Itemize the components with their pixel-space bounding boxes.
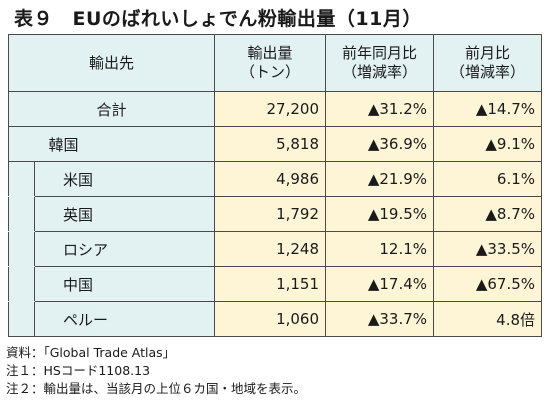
indent-cell: [8, 231, 35, 267]
cell-yoy: ▲33.7%: [325, 301, 435, 337]
cell-quantity: 1,792: [214, 196, 327, 232]
row-label: 英国: [33, 196, 216, 232]
cell-quantity: 1,060: [214, 301, 327, 337]
row-label: 米国: [33, 161, 216, 197]
header-mom: 前月比 （増減率）: [433, 34, 543, 92]
cell-quantity: 4,986: [214, 161, 327, 197]
row-label: ロシア: [33, 231, 216, 267]
cell-mom: ▲33.5%: [433, 231, 543, 267]
indent-cell: [8, 266, 35, 302]
cell-yoy-total: ▲31.2%: [325, 91, 435, 127]
table-title: 表９ EUのばれいしょでん粉輸出量（11月）: [14, 8, 422, 30]
cell-mom-total: ▲14.7%: [433, 91, 543, 127]
header-quantity-label: 輸出量: [247, 44, 293, 62]
header-mom-sub: （増減率）: [450, 63, 526, 81]
cell-mom: ▲8.7%: [433, 196, 543, 232]
header-yoy-label: 前年同月比: [342, 44, 418, 62]
indent-cell: [8, 301, 35, 337]
table-row: 中国 1,151 ▲17.4% ▲67.5%: [8, 266, 543, 302]
table-row: ペルー 1,060 ▲33.7% 4.8倍: [8, 301, 543, 337]
note-scope: 注２：輸出量は、当該月の上位６カ国・地域を表示。: [6, 381, 307, 396]
header-quantity-unit: （トン）: [240, 63, 301, 81]
cell-yoy: ▲17.4%: [325, 266, 435, 302]
note-source: 資料：「Global Trade Atlas」: [6, 345, 176, 360]
row-label: 中国: [33, 266, 216, 302]
header-mom-label: 前月比: [465, 44, 511, 62]
header-quantity: 輸出量 （トン）: [214, 34, 327, 92]
table-row-total: 合計 27,200 ▲31.2% ▲14.7%: [7, 91, 543, 127]
cell-quantity-total: 27,200: [214, 91, 327, 127]
header-yoy: 前年同月比 （増減率）: [325, 34, 435, 92]
cell-quantity: 1,248: [214, 231, 327, 267]
cell-yoy: 12.1%: [325, 231, 435, 267]
uchi-label: うち: [8, 126, 35, 162]
note-hs-code: 注１：HSコード1108.13: [6, 363, 151, 378]
header-row: 輸出先 輸出量 （トン） 前年同月比 （増減率） 前月比 （増減率）: [7, 34, 543, 92]
row-label: 韓国: [34, 126, 216, 162]
table-row: ロシア 1,248 12.1% ▲33.5%: [8, 231, 543, 267]
row-label-total: 合計: [7, 91, 216, 127]
cell-yoy: ▲19.5%: [325, 196, 435, 232]
indent-cell: [8, 161, 35, 197]
header-destination: 輸出先: [7, 34, 216, 92]
table-row: うち 韓国 5,818 ▲36.9% ▲9.1%: [8, 126, 543, 162]
cell-mom: 4.8倍: [433, 301, 543, 337]
cell-mom: ▲67.5%: [433, 266, 543, 302]
indent-cell: [8, 196, 35, 232]
cell-yoy: ▲36.9%: [325, 126, 435, 162]
table-row: 英国 1,792 ▲19.5% ▲8.7%: [8, 196, 543, 232]
cell-quantity: 5,818: [214, 126, 327, 162]
cell-mom: ▲9.1%: [433, 126, 543, 162]
cell-mom: 6.1%: [433, 161, 543, 197]
table-row: 米国 4,986 ▲21.9% 6.1%: [8, 161, 543, 197]
cell-yoy: ▲21.9%: [325, 161, 435, 197]
header-yoy-sub: （増減率）: [342, 63, 418, 81]
row-label: ペルー: [33, 301, 216, 337]
footnotes: 資料：「Global Trade Atlas」 注１：HSコード1108.13 …: [6, 344, 306, 398]
export-table: 輸出先 輸出量 （トン） 前年同月比 （増減率） 前月比 （増減率） 合計 27…: [7, 34, 543, 337]
cell-quantity: 1,151: [214, 266, 327, 302]
